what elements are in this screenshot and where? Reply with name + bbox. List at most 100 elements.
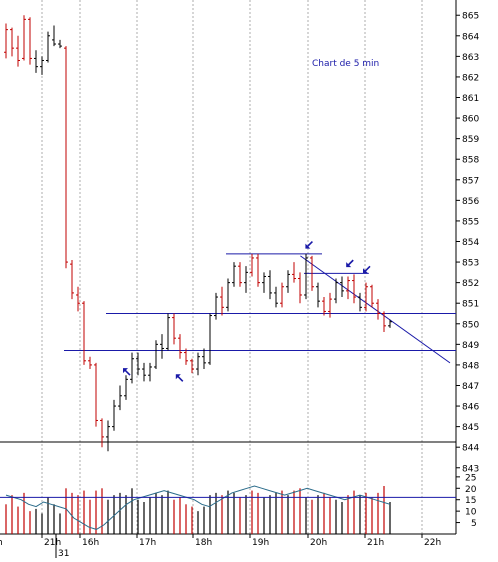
price-tick-label: 852 [462, 279, 479, 289]
ohlc-bar [274, 286, 278, 308]
ohlc-bar [262, 272, 266, 293]
ohlc-bar [286, 270, 290, 293]
ohlc-bar [130, 352, 134, 384]
time-tick-label: 16h [82, 538, 99, 548]
ohlc-bar [34, 50, 38, 73]
time-tick-label: 20h [310, 538, 327, 548]
ohlc-bar [358, 292, 362, 312]
ohlc-bar [154, 340, 158, 370]
ohlc-bar [352, 274, 356, 304]
time-tick-label: 21h [367, 538, 384, 548]
arrow-marker-icon [175, 374, 184, 382]
volume-tick-label: 15 [465, 496, 476, 506]
ohlc-bar [16, 35, 20, 67]
time-tick-label: 17h [139, 538, 156, 548]
ohlc-bar [112, 399, 116, 431]
ohlc-bar [316, 282, 320, 308]
arrow-head [175, 374, 181, 380]
price-tick-label: 849 [462, 341, 479, 351]
arrow-marker-icon [346, 259, 354, 268]
ohlc-bar [136, 352, 140, 376]
ohlc-bar [142, 362, 146, 382]
ohlc-bar [388, 319, 392, 328]
price-tick-label: 850 [462, 320, 479, 330]
time-tick-label: 21h [44, 538, 61, 548]
price-tick-label: 858 [462, 156, 479, 166]
ohlc-bar [250, 253, 254, 277]
ohlc-bar [298, 272, 302, 304]
price-tick-label: 847 [462, 382, 479, 392]
arrow-markers [123, 241, 371, 382]
ohlc-bar [310, 255, 314, 291]
chart-annotation: Chart de 5 min [312, 59, 379, 69]
ohlc-bar [196, 352, 200, 376]
ohlc-bar [370, 284, 374, 308]
arrow-marker-icon [123, 368, 131, 376]
ohlc-bar [10, 27, 14, 57]
ohlc-bar [322, 297, 326, 316]
ohlc-bar [292, 262, 296, 283]
ohlc-bar [52, 25, 56, 47]
ohlc-bar [148, 362, 152, 382]
arrow-head [123, 368, 128, 374]
ohlc-bar [172, 313, 176, 345]
arrow-marker-icon [305, 241, 313, 249]
ohlc-bar [340, 276, 344, 298]
ohlc-bar [22, 15, 26, 61]
volume-tick-label: 25 [465, 473, 476, 483]
price-tick-label: 844 [462, 444, 479, 454]
price-tick-label: 851 [462, 300, 479, 310]
ohlc-bar [238, 262, 242, 287]
volume-tick-label: 10 [465, 508, 477, 518]
time-tick-label: 19h [252, 538, 269, 548]
ohlc-bar [334, 278, 338, 304]
price-bars [4, 15, 392, 452]
ohlc-bar [28, 17, 32, 65]
ohlc-bar [94, 362, 98, 427]
ohlc-bar [88, 356, 92, 370]
price-tick-label: 857 [462, 176, 479, 186]
ohlc-bar [220, 286, 224, 316]
volume-tick-label: 5 [471, 519, 477, 529]
ohlc-bar [346, 276, 350, 300]
price-tick-label: 845 [462, 423, 479, 433]
ohlc-bar [64, 46, 68, 269]
ohlc-bar [118, 385, 122, 411]
ohlc-bar [166, 313, 170, 351]
ohlc-bar [190, 358, 194, 374]
price-tick-label: 848 [462, 361, 479, 371]
arrow-head [346, 262, 352, 268]
price-tick-label: 855 [462, 217, 479, 227]
ohlc-bar [82, 301, 86, 365]
ohlc-bar [382, 311, 386, 333]
grid [0, 0, 457, 535]
ohlc-bar [280, 282, 284, 308]
volume-panel [0, 485, 456, 534]
ohlc-bar [100, 418, 104, 448]
price-tick-label: 854 [462, 238, 479, 248]
ohlc-bar [202, 348, 206, 370]
volume-tick-label: 20 [465, 485, 477, 495]
price-tick-label: 863 [462, 53, 479, 63]
ohlc-bar [214, 292, 218, 320]
price-tick-label: 843 [462, 464, 479, 474]
price-tick-label: 861 [462, 94, 479, 104]
price-tick-label: 862 [462, 73, 479, 83]
ohlc-bar [328, 292, 332, 318]
ohlc-bar [232, 262, 236, 287]
ohlc-bar [184, 348, 188, 365]
ohlc-bar [106, 420, 110, 452]
descending-trendline [300, 255, 451, 364]
ohlc-bar [268, 270, 272, 300]
arrow-marker-icon [363, 265, 371, 274]
level-lines [64, 253, 456, 364]
price-tick-label: 865 [462, 12, 479, 22]
ohlc-bar [58, 39, 62, 49]
arrow-head [363, 268, 368, 274]
time-tick-label: 22h [424, 538, 441, 548]
axes: 843 844 845 846 847 848 849 850 851 852 853 854 855 8… [0, 12, 479, 559]
ohlc-bar [256, 253, 260, 287]
price-tick-label: 856 [462, 197, 479, 207]
price-tick-label: 864 [462, 32, 479, 42]
